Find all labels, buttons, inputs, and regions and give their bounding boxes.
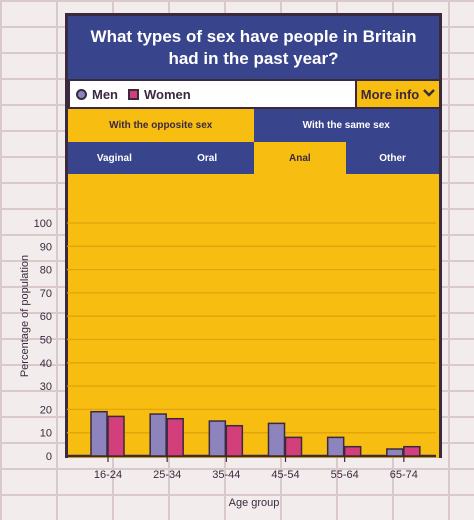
legend: Men Women (70, 81, 355, 107)
men-swatch-icon (76, 88, 87, 100)
bar-men (386, 448, 404, 457)
x-tick-label: 65-74 (390, 469, 418, 481)
x-tick-label: 25-34 (153, 469, 181, 481)
tab-vaginal[interactable]: Vaginal (68, 142, 161, 174)
legend-men-label: Men (92, 86, 118, 102)
bar-men (326, 436, 345, 457)
y-axis-label: Percentage of population (19, 255, 31, 377)
bar-men (149, 413, 167, 457)
y-tick-label: 90 (40, 241, 52, 253)
y-tick-label: 0 (46, 451, 52, 463)
y-tick-label: 10 (40, 428, 52, 440)
x-tick-label: 35-44 (212, 469, 240, 481)
partner-tabs: With the opposite sex With the same sex (68, 109, 439, 142)
women-swatch-icon (128, 88, 139, 100)
bar-women (403, 445, 421, 457)
x-tick-label: 55-64 (331, 469, 359, 481)
tab-other[interactable]: Other (346, 142, 439, 174)
chevron-down-icon (423, 87, 436, 101)
chart-title: What types of sex have people in Britain… (68, 16, 439, 79)
tab-opposite-sex[interactable]: With the opposite sex (68, 109, 254, 142)
more-info-button[interactable]: More info (357, 81, 439, 107)
legend-women-label: Women (144, 86, 191, 102)
bar-women (284, 436, 303, 457)
bar-women (166, 417, 184, 457)
sex-type-tabs: Vaginal Oral Anal Other (68, 142, 439, 174)
bar-men (267, 422, 286, 457)
y-tick-label: 70 (40, 288, 52, 300)
y-tick-label: 80 (40, 265, 52, 277)
bar-men (90, 410, 108, 457)
tab-same-sex[interactable]: With the same sex (253, 109, 439, 142)
bar-women (225, 424, 244, 457)
y-tick-label: 40 (40, 358, 52, 370)
y-tick-label: 100 (34, 218, 52, 230)
y-tick-label: 20 (40, 404, 52, 416)
x-tick-label: 16-24 (94, 469, 122, 481)
x-tick-label: 45-54 (271, 469, 299, 481)
more-info-label: More info (360, 86, 420, 102)
bar-women (343, 445, 362, 457)
y-tick-label: 60 (40, 311, 52, 323)
y-tick-label: 30 (40, 381, 52, 393)
tab-oral[interactable]: Oral (160, 142, 254, 174)
bar-men (208, 420, 227, 457)
legend-row: Men Women More info (68, 79, 439, 109)
y-tick-label: 50 (40, 335, 52, 347)
tab-anal[interactable]: Anal (253, 142, 347, 174)
x-axis-label: Age group (229, 497, 280, 509)
bar-women (107, 415, 125, 457)
